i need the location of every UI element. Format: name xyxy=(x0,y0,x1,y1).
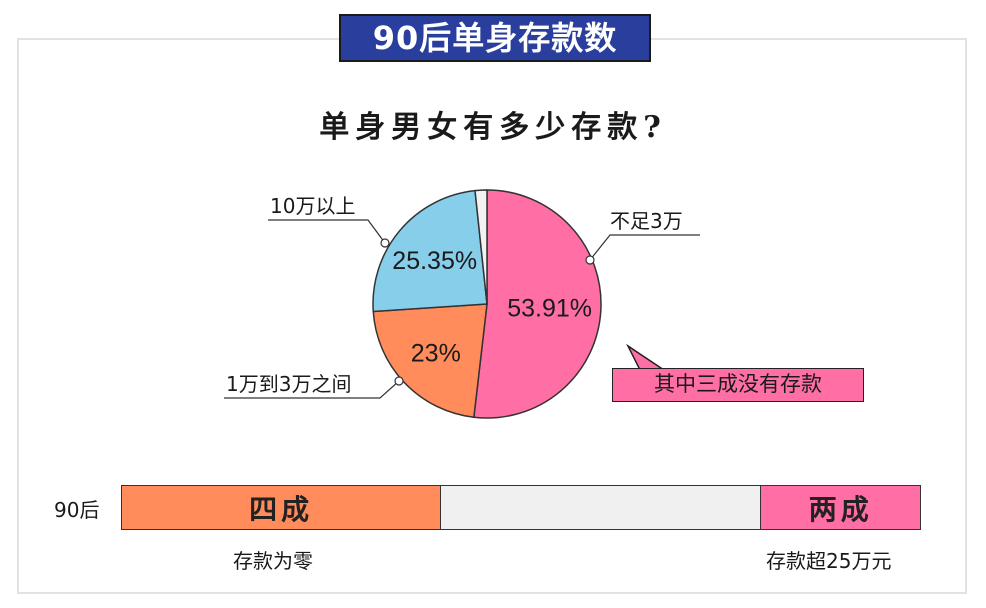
pie-slice-1w-3w xyxy=(372,303,488,419)
callout-pointer xyxy=(626,343,667,371)
bar-segment-zero-savings: 四成 xyxy=(122,486,442,529)
page-title: 90后单身存款数 xyxy=(339,14,651,62)
pie-value-under-3w: 53.91% xyxy=(507,295,592,323)
slice-label-1w-3w: 1万到3万之间 xyxy=(226,372,351,396)
slice-label-over-10w: 10万以上 xyxy=(270,194,355,218)
pie-value-1w-3w: 23% xyxy=(411,340,461,368)
leader-line-over-10w xyxy=(268,219,386,244)
leader-line-under-3w xyxy=(589,234,700,261)
pie-slice-other xyxy=(474,189,488,305)
pie-value-over-10w: 25.35% xyxy=(392,247,477,275)
slice-label-under-3w: 不足3万 xyxy=(610,209,683,233)
bar-note-zero-savings: 存款为零 xyxy=(233,549,313,573)
chart-title: 单身男女有多少存款? xyxy=(319,110,667,145)
leader-dot-over-10w xyxy=(380,238,390,248)
pie-slice-under-3w xyxy=(473,189,602,419)
leader-dot-1w-3w xyxy=(394,376,404,386)
stacked-bar: 四成 两成 xyxy=(121,485,921,530)
pie-slices xyxy=(372,189,602,419)
pie-slice-over-10w xyxy=(372,189,488,313)
bar-category-label: 90后 xyxy=(54,498,100,522)
leader-dot-under-3w xyxy=(585,255,595,265)
bar-segment-over-25w: 两成 xyxy=(760,486,920,529)
callout-note: 其中三成没有存款 xyxy=(612,368,864,402)
leader-line-1w-3w xyxy=(224,380,400,399)
pie-value-labels: 53.91% 23% 25.35% xyxy=(392,247,592,368)
bar-note-over-25w: 存款超25万元 xyxy=(766,549,892,573)
